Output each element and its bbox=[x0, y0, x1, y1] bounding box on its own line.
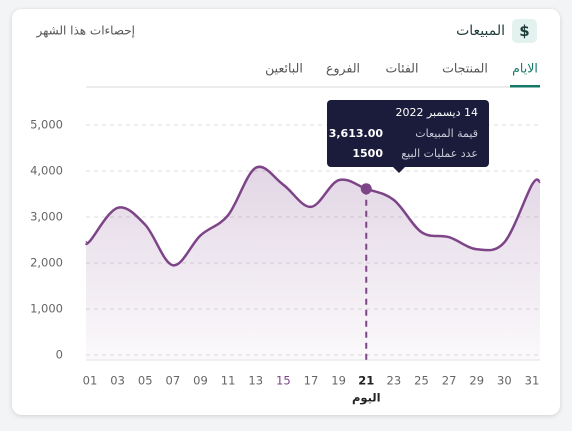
area bbox=[86, 166, 540, 360]
tab[interactable]: الفروع bbox=[326, 61, 360, 77]
x-tick-label: 27 bbox=[442, 374, 457, 388]
x-tick-label: 29 bbox=[469, 374, 484, 388]
x-tick-label: 23 bbox=[387, 374, 402, 388]
tooltip-label: عدد عمليات البيع bbox=[401, 147, 478, 160]
icon: $ bbox=[519, 22, 529, 40]
tab[interactable]: المنتجات bbox=[442, 61, 488, 76]
x-tick-label: 21 bbox=[358, 374, 374, 388]
tooltip bbox=[327, 100, 489, 167]
card-title: المبيعات bbox=[456, 23, 505, 39]
x-tick-label: 30 bbox=[497, 374, 512, 388]
x-axis-label: اليوم bbox=[352, 391, 381, 406]
tab[interactable]: الايام bbox=[512, 61, 538, 76]
tab-underline bbox=[510, 85, 540, 88]
x-tick-label: 15 bbox=[276, 374, 291, 388]
card-subtitle: إحصاءات هذا الشهر bbox=[35, 24, 135, 39]
y-tick-label: 1,000 bbox=[30, 302, 63, 316]
y-tick-label: 2,000 bbox=[30, 256, 63, 270]
x-tick-label: 19 bbox=[331, 374, 346, 388]
tab[interactable]: الفئات bbox=[386, 61, 419, 76]
x-tick-label: 13 bbox=[248, 374, 263, 388]
x-tick-label: 11 bbox=[221, 374, 236, 388]
line bbox=[84, 165, 541, 267]
tab[interactable]: البائعين bbox=[265, 61, 303, 77]
x-tick-label: 07 bbox=[166, 374, 181, 388]
tooltip-value: 3,613.00 bbox=[329, 127, 384, 140]
tooltip-value: 1500 bbox=[352, 147, 383, 160]
tooltip-date: 14 ديسمبر 2022 bbox=[395, 106, 478, 119]
y-tick-label: 0 bbox=[56, 348, 63, 362]
icon-box bbox=[512, 19, 537, 43]
y-tick-label: 3,000 bbox=[30, 210, 63, 224]
tooltip-pointer bbox=[392, 166, 406, 173]
hover-point bbox=[360, 183, 372, 195]
x-tick-label: 09 bbox=[193, 374, 208, 388]
y-tick-label: 5,000 bbox=[30, 118, 63, 132]
x-tick-label: 25 bbox=[414, 374, 429, 388]
y-tick-label: 4,000 bbox=[30, 164, 63, 178]
x-tick-label: 01 bbox=[83, 374, 98, 388]
tooltip-label: قيمة المبيعات bbox=[415, 127, 478, 140]
x-tick-label: 31 bbox=[525, 374, 540, 388]
x-tick-label: 05 bbox=[138, 374, 153, 388]
x-tick-label: 03 bbox=[110, 374, 125, 388]
x-tick-label: 17 bbox=[304, 374, 319, 388]
